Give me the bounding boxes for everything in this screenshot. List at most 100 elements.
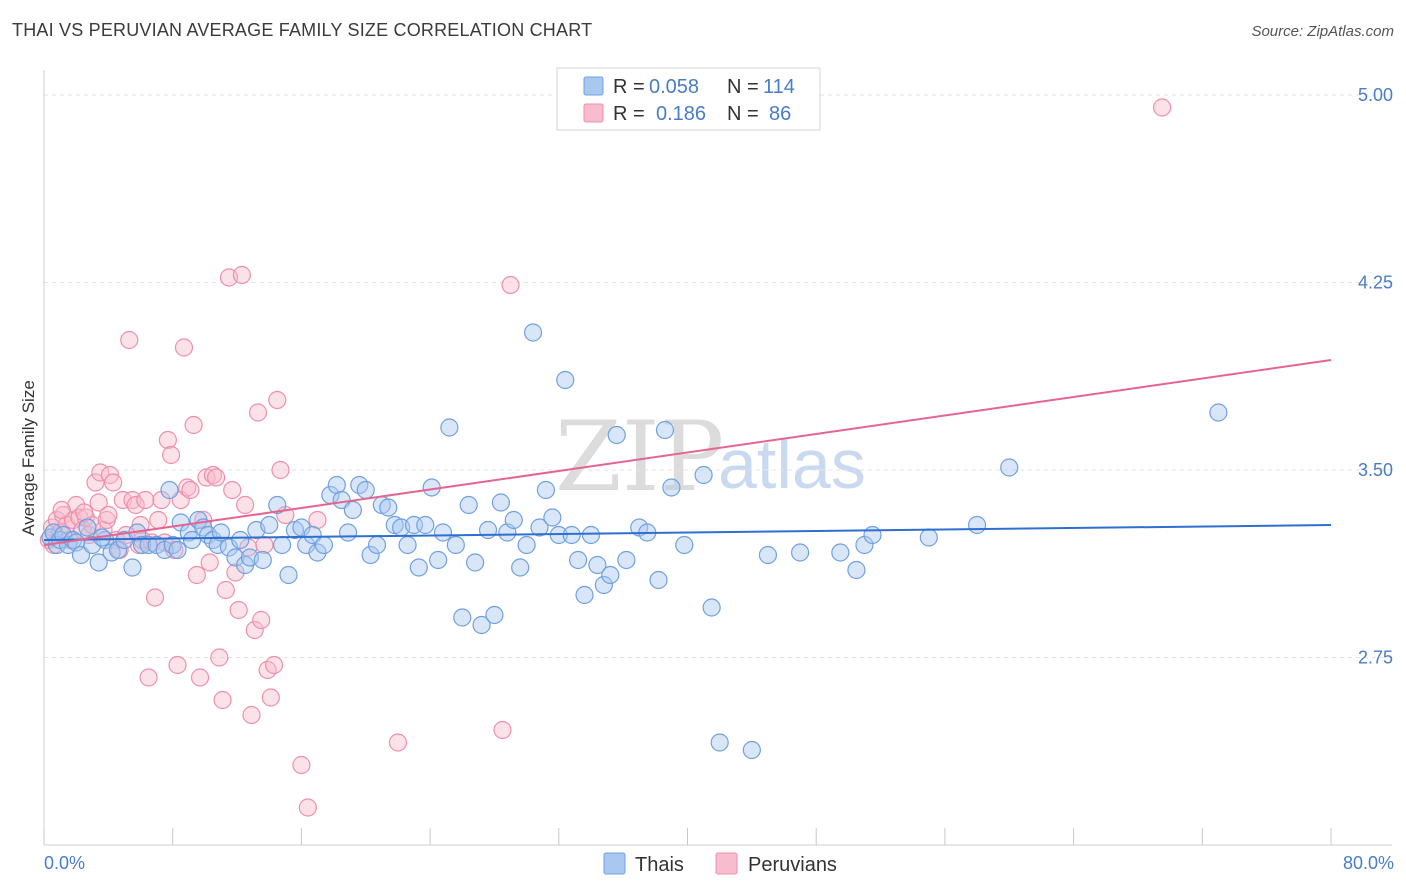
thais-point [485,605,504,625]
thais-point [133,535,152,555]
peruvians-point [388,733,408,752]
peruvians-point [298,798,317,817]
bottom-legend-label-thais: Thais [635,854,684,876]
thais-point [279,565,298,585]
thais-point [694,465,713,485]
thais-points [41,323,1228,760]
peruvians-point [226,563,245,582]
peruvians-point [174,338,194,357]
thais-point [543,508,562,527]
thais-point [511,558,530,577]
thais-point [478,520,498,540]
peruvians-point [200,553,219,572]
thais-point [272,535,292,555]
legend-r-value-thais: 0.058 [649,76,699,98]
thais-point [847,560,866,580]
thais-point [367,535,387,555]
thais-point [78,518,97,537]
correlation-legend: R = 0.058 N = 114 R = 0.186 N = 86 [556,67,821,131]
peruvians-point [123,490,142,510]
peruvians-point [252,610,271,630]
bottom-legend-swatch-peruvians [715,852,738,875]
legend-swatch-thais [583,76,604,96]
peruvians-point [216,580,235,600]
peruvians-point [223,480,242,500]
legend-n-label-peruvians: N = [727,103,759,125]
peruvians-point [178,478,197,497]
y-tick-label: 5.00 [1358,85,1393,105]
thais-point [398,535,417,555]
thais-point [569,550,588,570]
thais-point [446,535,465,555]
thais-point [504,510,523,530]
thais-point [601,565,620,585]
x-tick-label-max: 80.0% [1343,853,1394,873]
peruvians-point [104,473,123,492]
peruvians-point [210,648,229,667]
thais-point [314,535,334,555]
thais-point [308,543,327,562]
thais-point [211,523,231,542]
thais-point [649,570,668,590]
thais-point [409,558,428,577]
peruvians-point [213,690,232,710]
peruvians-point [145,588,165,607]
thais-point [758,545,778,565]
thais-point [440,418,459,437]
thais-point [429,550,448,570]
peruvians-point [255,535,274,555]
thais-point [361,545,380,565]
legend-n-value-peruvians: 86 [769,103,791,125]
thais-point [416,515,435,535]
peruvians-point [149,510,168,530]
thais-point [742,740,761,760]
legend-swatch-peruvians [583,103,604,123]
thais-point [343,500,362,520]
thais-point [536,480,556,500]
peruvians-point [501,275,520,295]
peruvians-point [161,445,181,465]
thais-point [662,478,681,497]
thais-point [327,475,346,495]
thais-point [562,525,581,545]
bottom-legend-label-peruvians: Peruvians [748,854,837,876]
thais-point [472,615,491,635]
y-tick-label: 2.75 [1358,648,1393,668]
thais-point [168,540,187,560]
thais-point [710,733,729,752]
chart-title: THAI VS PERUVIAN AVERAGE FAMILY SIZE COR… [12,20,593,40]
peruvians-trendline [43,359,1332,546]
thais-point [588,555,607,575]
peruvians-point [99,505,118,525]
thais-point [231,530,250,550]
thais-point [226,548,245,567]
thais-point [702,598,721,617]
peruvians-point [75,503,94,522]
thais-point [655,420,675,440]
thais-point [791,543,810,562]
thais-point [607,425,626,445]
peruvians-point [235,495,255,515]
thais-point [919,528,938,547]
peruvians-point [187,565,206,585]
peruvians-point [86,473,105,492]
y-tick-label: 3.50 [1358,460,1393,480]
legend-n-label-thais: N = [727,76,759,98]
thais-point [1000,458,1019,477]
peruvians-point [136,490,155,510]
peruvians-point [268,390,287,410]
thais-point [123,558,142,577]
thais-point [453,608,472,627]
legend-r-label-peruvians: R = [613,103,645,125]
thais-point [675,535,694,555]
peruvians-point [1152,98,1172,117]
thais-point [379,498,398,517]
peruvians-point [203,465,223,485]
peruvians-point [126,495,145,515]
legend-r-value-peruvians: 0.186 [656,103,706,125]
peruvians-point [207,468,226,487]
y-axis-label: Average Family Size [19,380,38,536]
watermark-zip: ZIP [555,401,724,513]
thais-point [160,480,179,500]
